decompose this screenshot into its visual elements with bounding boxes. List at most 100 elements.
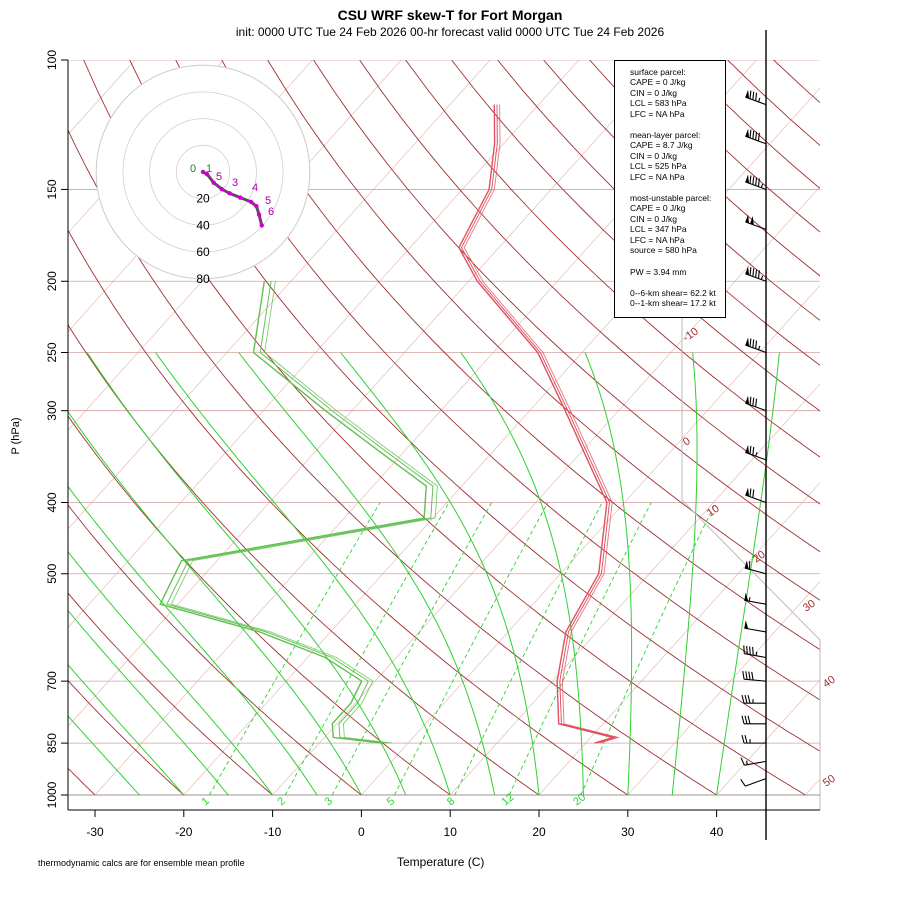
y-tick-label: 700 [45, 671, 59, 691]
mean-layer-parcel-line: CAPE = 8.7 J/kg [630, 140, 693, 151]
wind-barb [744, 592, 767, 605]
wind-barb-half-feather [755, 651, 758, 656]
y-tick-label: 850 [45, 733, 59, 753]
wind-barb-feather [752, 176, 755, 185]
dewpoint-profile-line [170, 281, 438, 744]
wind-barb-feather [740, 779, 746, 787]
hodograph-point [259, 223, 264, 228]
mixing-ratio-label: 2 [275, 795, 287, 808]
y-tick-label: 300 [45, 400, 59, 420]
wind-barb [741, 734, 766, 744]
dewpoint-profile-line [166, 281, 434, 744]
chart-title: CSU WRF skew-T for Fort Morgan [337, 7, 563, 23]
hodograph-point-label: 1 [206, 163, 212, 175]
hodograph-ring [175, 144, 231, 200]
hodograph-ring-label: 40 [196, 218, 210, 232]
x-tick-label: -20 [175, 825, 193, 839]
hodograph-ring [95, 64, 311, 280]
hodograph-point [248, 199, 254, 205]
wind-barb-feather [744, 715, 748, 724]
hodograph-point [219, 186, 224, 192]
most-unstable-parcel-line: most-unstable parcel: [630, 193, 712, 204]
moist-adiabat-line [671, 352, 698, 796]
dry-adiabat-line [267, 60, 820, 601]
legend-gap [630, 277, 725, 288]
most-unstable-parcel-line: source = 580 hPa [630, 245, 697, 256]
wind-barb [745, 487, 767, 504]
dry-adiabat-line [68, 324, 540, 796]
wind-barb-feather [752, 268, 755, 277]
wind-barb-feather [743, 645, 745, 654]
dry-adiabat-line [773, 60, 820, 104]
hodograph-point-label: 0 [190, 163, 196, 175]
wind-barb-feather [749, 90, 752, 99]
isotherm-line [449, 383, 820, 796]
wind-barb [741, 695, 766, 704]
wind-barb-feather [752, 339, 755, 348]
legend-gap [630, 119, 725, 130]
mixing-ratio-label: 20 [571, 791, 588, 808]
wind-barb-flag [745, 128, 750, 138]
wind-barb-half-feather [757, 97, 761, 103]
dry-adiabat-line [359, 60, 820, 505]
hodograph-point [238, 195, 243, 200]
mean-layer-parcel-line: LFC = NA hPa [630, 171, 685, 182]
dry-adiabat-line [68, 415, 451, 796]
wind-barb-feather [755, 177, 758, 186]
wind-barb-feather [749, 488, 752, 497]
mixing-ratio-label: 5 [385, 795, 397, 808]
dry-adiabat-line [497, 60, 820, 366]
wind-barb-feather [755, 340, 758, 349]
y-tick-label: 150 [45, 179, 59, 199]
wind-barb-feather [745, 671, 748, 680]
parcel-legend: surface parcel: CAPE = 0 J/kg CIN = 0 J/kg… [614, 60, 726, 318]
dry-adiabat-line [68, 229, 629, 796]
wind-barb-feather [755, 398, 758, 407]
x-tick-label: 40 [710, 825, 724, 839]
wind-barb-feather [746, 645, 748, 655]
wind-barb-feather [749, 396, 752, 405]
wind-barb-feather [744, 734, 748, 744]
wind-barb-half-feather [755, 452, 758, 457]
mean-layer-parcel-line: LCL = 525 hPa [630, 161, 687, 172]
moist-adiabat-line [68, 485, 318, 796]
most-unstable-parcel-line: LCL = 347 hPa [630, 224, 687, 235]
dry-adiabat-label: 20 [751, 549, 768, 566]
dry-adiabat-line [451, 60, 820, 412]
wind-barb [745, 266, 767, 282]
wind-barb-shaft [745, 778, 767, 787]
wind-barb-feather [748, 671, 751, 680]
wind-barb-flag [745, 395, 750, 405]
wind-barb-feather [749, 267, 752, 276]
dry-adiabat-line [0, 60, 6, 795]
hodograph-point-label: 6 [268, 206, 274, 218]
isotherm-line [0, 60, 46, 795]
moist-adiabat-line [584, 352, 633, 796]
moist-adiabat-line [68, 551, 273, 796]
y-tick-label: 250 [45, 342, 59, 362]
hodograph-point [254, 203, 259, 209]
wind-barb-half-feather [760, 275, 764, 280]
isotherm-line [716, 679, 820, 796]
hodograph-point [227, 191, 232, 196]
hodograph-point-label: 4 [252, 182, 258, 194]
wind-barb [743, 645, 767, 659]
wind-barb-feather [749, 175, 752, 184]
shear-line: 0--1-km shear= 17.2 kt [630, 298, 716, 309]
isotherm-line [183, 87, 820, 796]
wind-barb-flag [745, 266, 750, 276]
wind-barb [744, 560, 767, 575]
surface-parcel-line: CIN = 0 J/kg [630, 87, 678, 98]
wind-barb-feather [752, 397, 755, 406]
wind-barb [740, 778, 767, 787]
wind-barb-feather [757, 270, 760, 279]
wind-barb-flag [745, 214, 750, 224]
wind-barb-shaft [744, 567, 767, 575]
moist-adiabat-line [340, 352, 540, 796]
dry-adiabat-line [68, 129, 717, 796]
wind-barb-half-feather [760, 183, 764, 188]
wind-barb [745, 395, 767, 412]
wind-barb [745, 214, 767, 230]
isotherm-line [538, 482, 820, 796]
